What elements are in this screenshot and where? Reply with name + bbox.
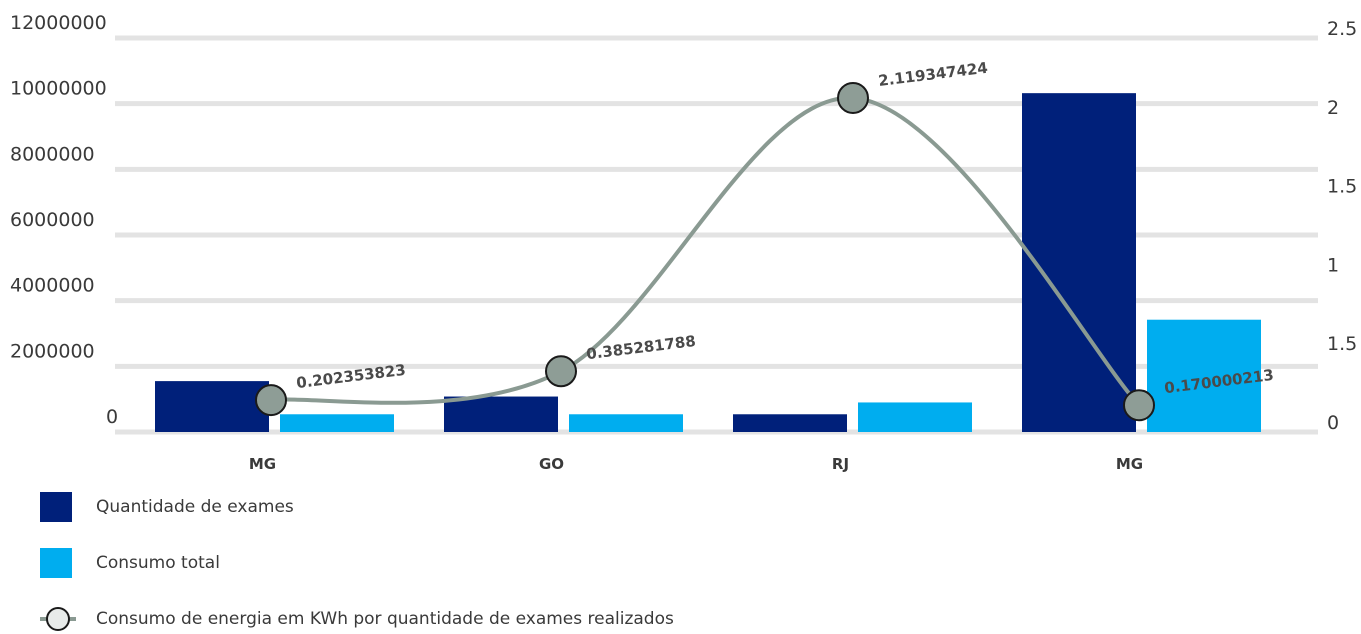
legend-swatch-consumo [40,548,72,578]
bar [280,414,394,432]
ratio-point [837,81,869,114]
right-tick-label: 2.5 [1327,18,1357,40]
combo-chart: 0200000040000006000000800000010000000120… [10,12,1357,473]
category-labels: MG GO RJ MG [249,455,1143,473]
left-tick-label: 4000000 [10,275,95,297]
right-axis: 0 1.5 1 1.5 2 2.5 [1327,18,1357,434]
category-label: MG [1116,455,1143,473]
right-tick-label: 1 [1327,254,1339,276]
left-axis: 0 2000000 4000000 6000000 8000000 10000000 120… [10,12,118,428]
legend-item-exames: Quantidade de exames [40,492,940,522]
category-label: GO [539,455,564,473]
right-tick-label: 1.5 [1327,333,1357,355]
legend-label-consumo: Consumo total [96,553,220,573]
left-tick-label: 8000000 [10,143,95,165]
left-tick-label: 12000000 [10,12,107,34]
category-label: MG [249,455,276,473]
bar [733,414,847,432]
bar [569,414,683,432]
legend-item-ratio: Consumo de energia em KWh por quantidade… [40,604,940,634]
left-tick-label: 6000000 [10,209,95,231]
ratio-point [255,384,287,417]
ratio-data-label: 0.385281788 [585,332,696,363]
gridlines [115,35,1318,435]
legend-swatch-exames [40,492,72,522]
legend-swatch-ratio [40,607,76,631]
category-label: RJ [832,455,849,473]
legend-label-exames: Quantidade de exames [96,497,294,517]
ratio-data-label: 2.119347424 [877,59,988,90]
ratio-line-path [270,95,1141,407]
left-tick-label: 2000000 [10,340,95,362]
right-tick-label: 0 [1327,412,1339,434]
bar [1147,319,1261,432]
bar [858,402,972,432]
bars [155,93,1261,432]
left-tick-label: 10000000 [10,78,107,100]
ratio-point [1123,389,1155,422]
bar [155,381,269,432]
bar [444,396,558,432]
legend-label-ratio: Consumo de energia em KWh por quantidade… [96,609,674,629]
right-tick-label: 1.5 [1327,176,1357,198]
left-tick-label: 0 [106,406,118,428]
right-tick-label: 2 [1327,97,1339,119]
ratio-point [545,355,577,388]
legend-item-consumo: Consumo total [40,548,940,578]
